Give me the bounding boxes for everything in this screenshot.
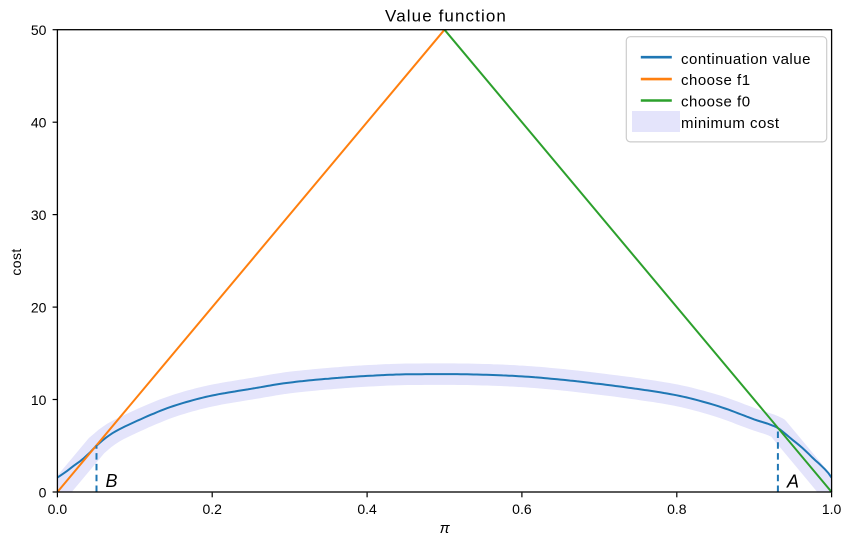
svg-text:1.0: 1.0: [822, 501, 842, 517]
svg-text:10: 10: [31, 392, 47, 408]
svg-text:40: 40: [31, 115, 47, 131]
svg-text:0.6: 0.6: [512, 501, 532, 517]
svg-text:Value function: Value function: [385, 7, 507, 26]
svg-text:50: 50: [31, 22, 47, 38]
svg-text:0.0: 0.0: [48, 501, 68, 517]
svg-text:continuation value: continuation value: [681, 51, 811, 68]
svg-text:30: 30: [31, 207, 47, 223]
svg-text:B: B: [106, 471, 118, 491]
svg-text:minimum cost: minimum cost: [681, 115, 780, 132]
svg-text:20: 20: [31, 300, 47, 316]
svg-text:0.2: 0.2: [202, 501, 222, 517]
svg-text:0.8: 0.8: [667, 501, 687, 517]
svg-text:choose f0: choose f0: [681, 94, 751, 111]
svg-text:A: A: [786, 471, 799, 491]
svg-text:π: π: [440, 520, 451, 537]
svg-text:cost: cost: [8, 248, 24, 275]
svg-text:choose f1: choose f1: [681, 72, 751, 89]
svg-text:0.4: 0.4: [357, 501, 377, 517]
svg-text:0: 0: [39, 485, 47, 501]
